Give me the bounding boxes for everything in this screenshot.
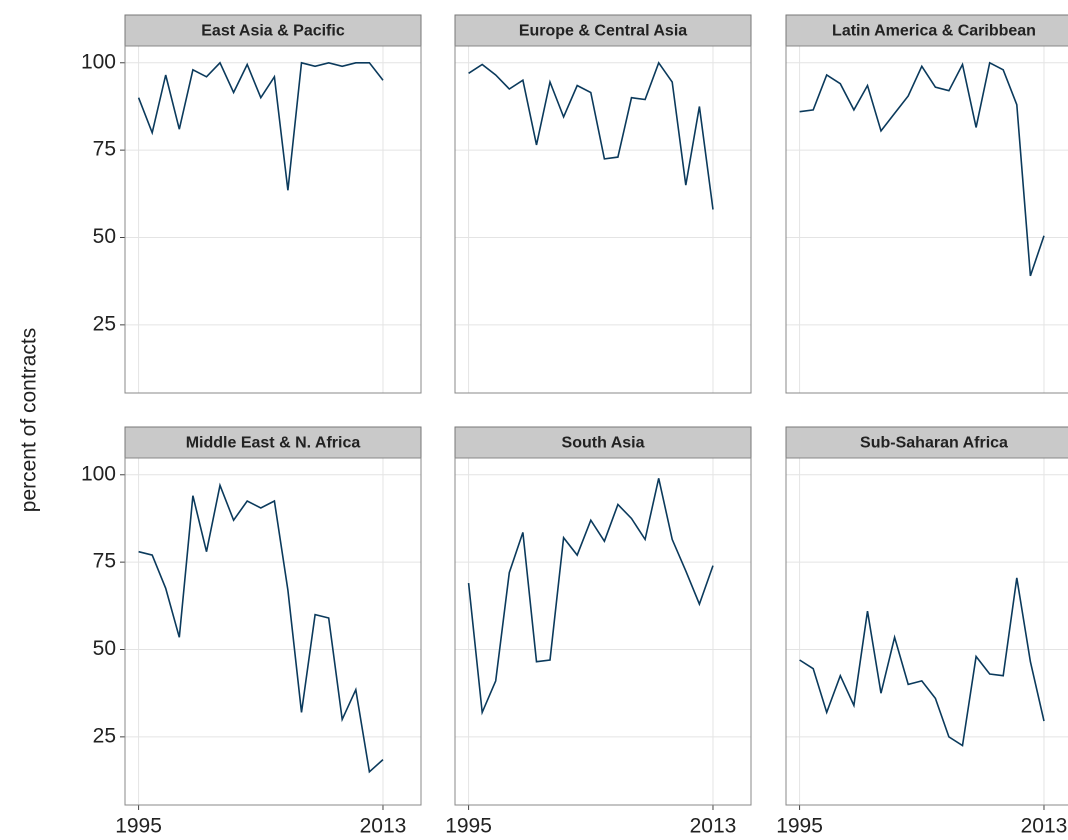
- data-line: [137, 61, 384, 191]
- y-tick-label: 100: [81, 50, 116, 73]
- x-tick-label: 2013: [360, 815, 407, 838]
- y-tick-label: 50: [93, 637, 116, 660]
- x-tick-label: 1995: [445, 815, 492, 838]
- x-tick-label: 1995: [776, 815, 823, 838]
- panel-title: Middle East & N. Africa: [186, 435, 361, 452]
- panel-background: [125, 46, 421, 393]
- y-axis-label: percent of contracts: [18, 328, 41, 512]
- x-tick-label: 2013: [690, 815, 737, 838]
- strip: [785, 426, 1068, 459]
- data-line: [468, 61, 714, 210]
- y-tick-label: 50: [93, 225, 116, 248]
- panel-title: Europe & Central Asia: [519, 23, 687, 40]
- y-tick-label: 25: [93, 724, 116, 747]
- data-line: [138, 482, 384, 774]
- panel-background: [455, 46, 751, 393]
- data-line: [799, 61, 1045, 277]
- strip: [124, 426, 422, 459]
- strip: [124, 14, 422, 47]
- x-tick-label: 2013: [1021, 815, 1068, 838]
- panel-title: East Asia & Pacific: [201, 23, 345, 40]
- strip: [454, 426, 752, 459]
- x-tick-label: 1995: [115, 815, 162, 838]
- y-tick-label: 100: [81, 462, 116, 485]
- panel-border: [454, 45, 752, 394]
- panel-background: [786, 46, 1068, 393]
- panel-background: [455, 458, 751, 805]
- panel-border: [124, 45, 422, 394]
- panel-title: Sub-Saharan Africa: [860, 435, 1008, 452]
- panel-border: [454, 457, 752, 806]
- y-tick-label: 75: [93, 138, 116, 161]
- strip: [454, 14, 752, 47]
- strip: [785, 14, 1068, 47]
- panel-background: [786, 458, 1068, 805]
- panel-border: [124, 457, 422, 806]
- panel-title: South Asia: [562, 435, 645, 452]
- y-tick-label: 75: [93, 550, 116, 573]
- panel-border: [785, 457, 1068, 806]
- data-line: [799, 577, 1045, 747]
- y-tick-label: 25: [93, 312, 116, 335]
- panel-border: [785, 45, 1068, 394]
- panel-title: Latin America & Caribbean: [832, 23, 1036, 40]
- panel-background: [125, 458, 421, 805]
- data-line: [467, 478, 714, 716]
